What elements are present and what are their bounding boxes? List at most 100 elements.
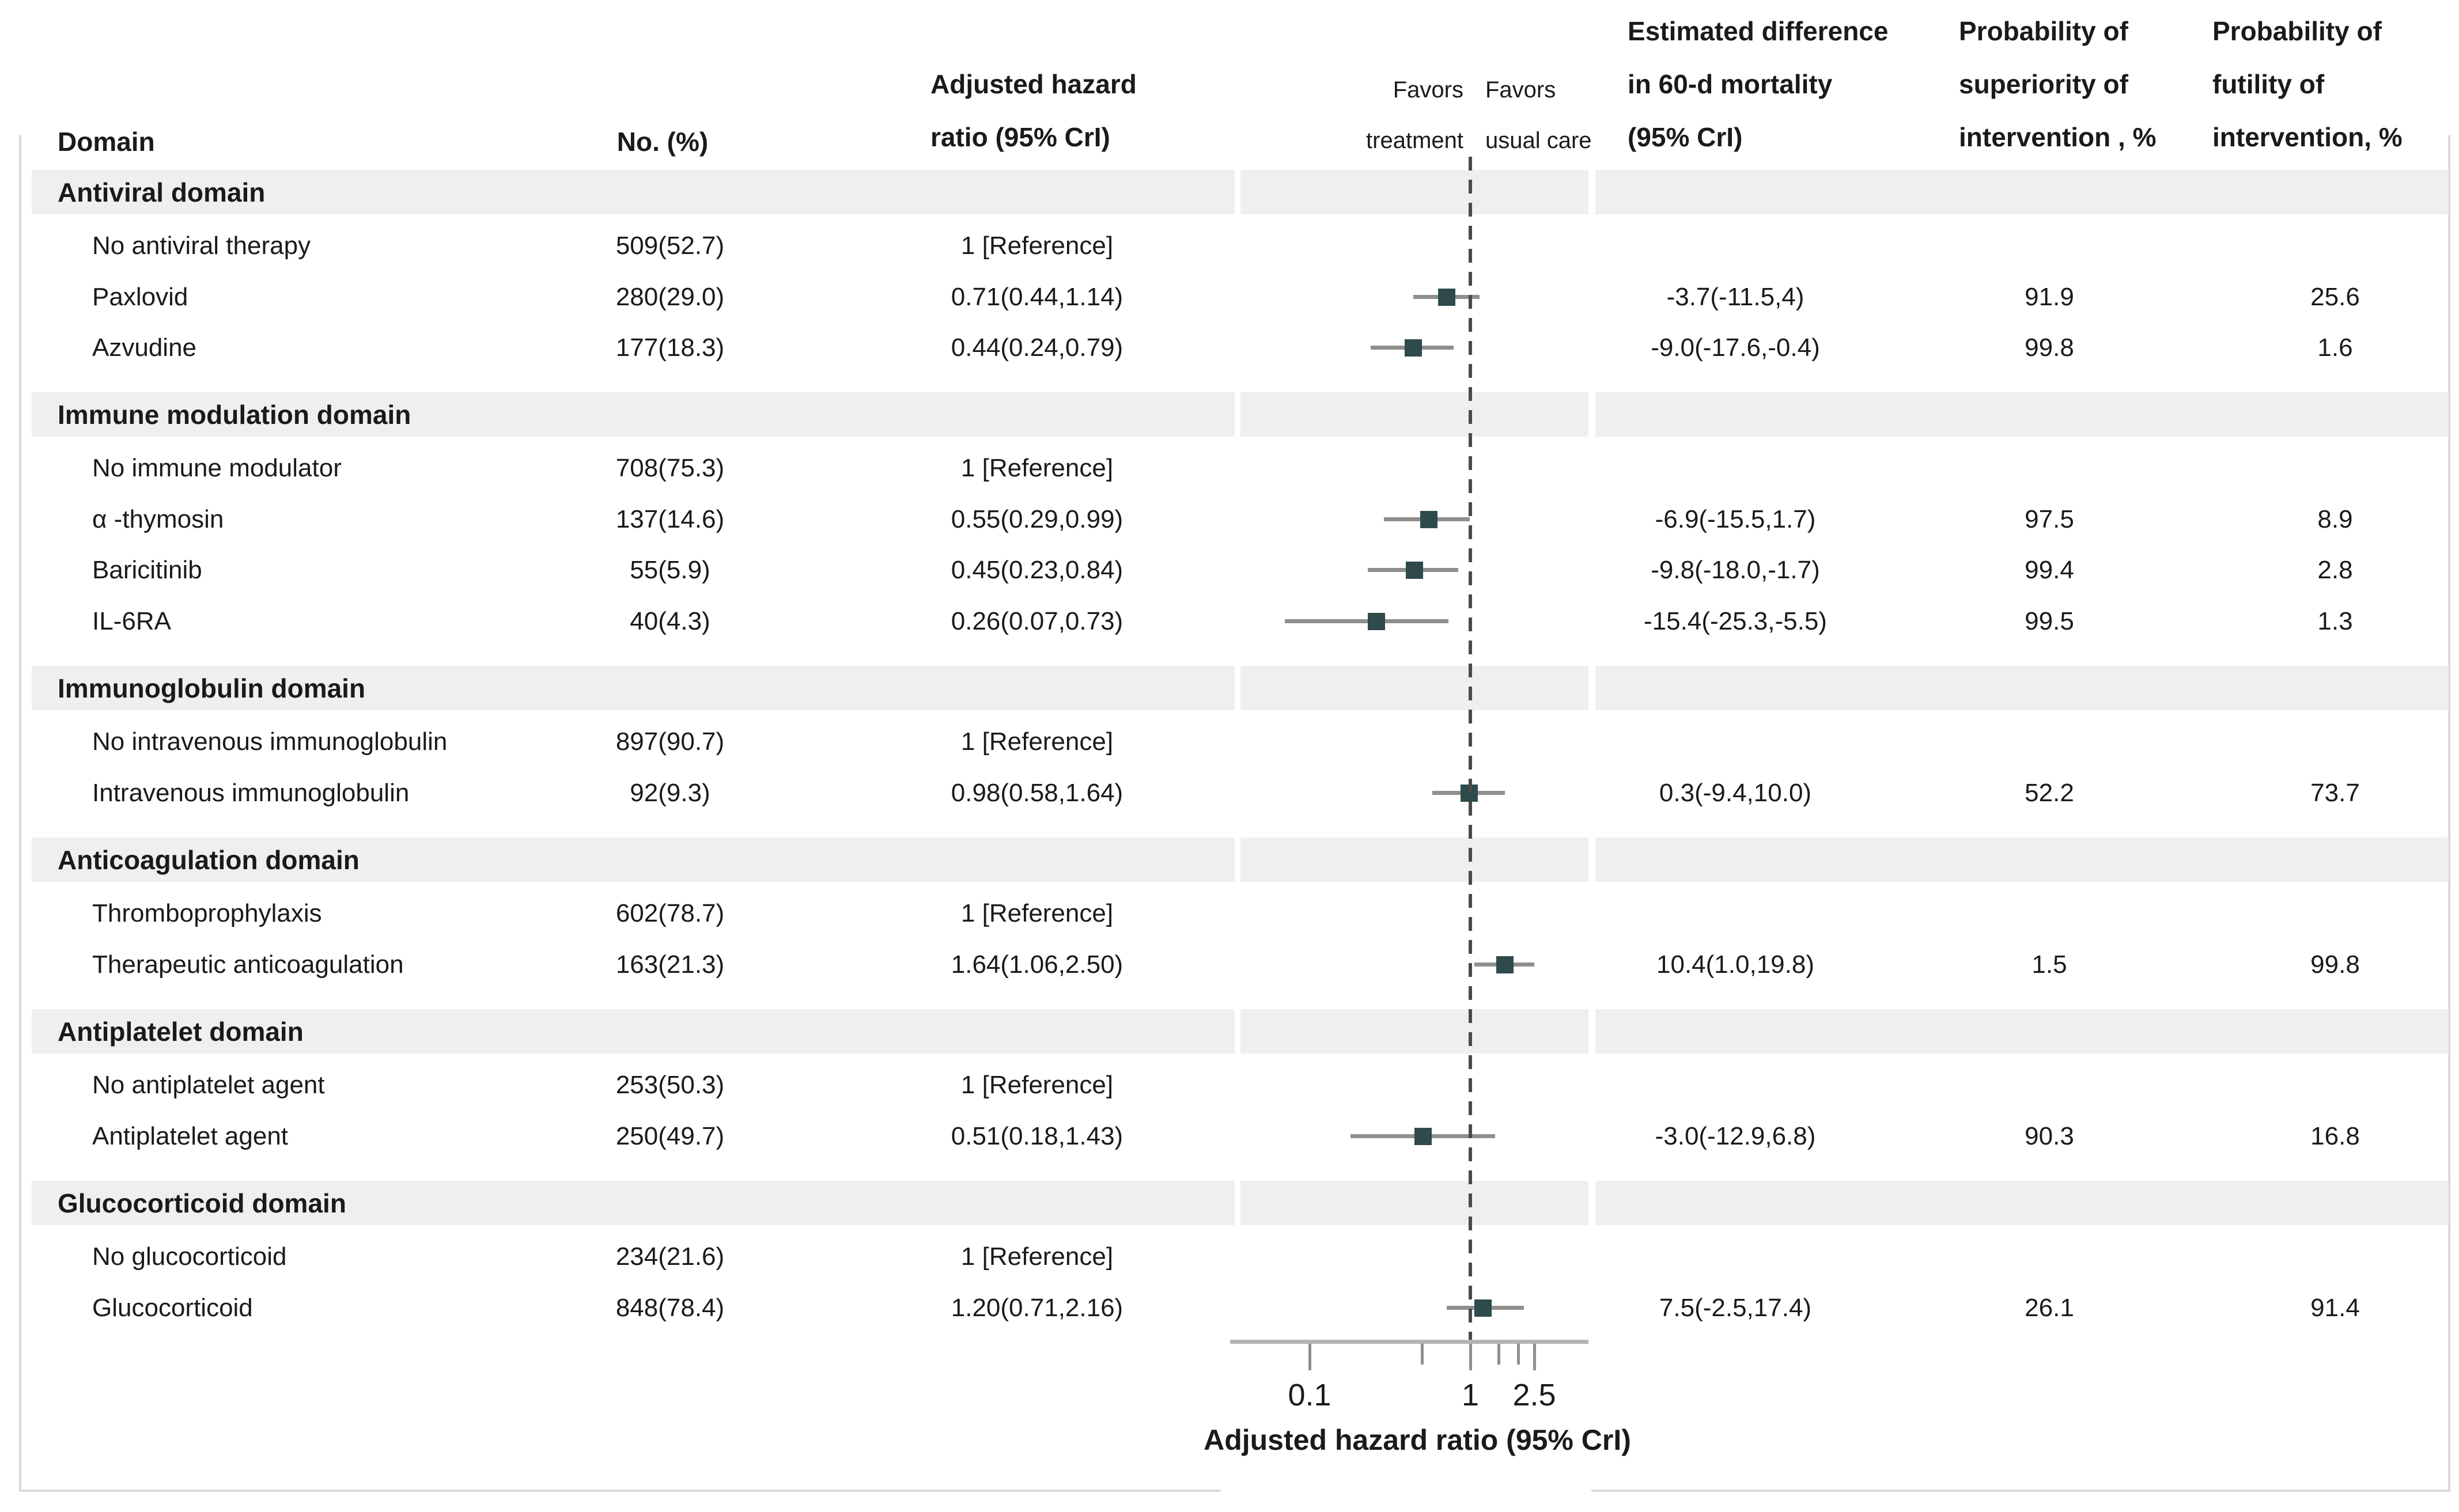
n-pct-cell: 55(5.9) [630,556,710,584]
domain-label: Immunoglobulin domain [58,673,366,703]
est-diff-cell: 0.3(-9.4,10.0) [1659,779,1812,807]
domain-band [1240,838,1588,882]
x-axis-tick [1497,1344,1500,1365]
row-label: No immune modulator [92,454,342,482]
domain-band [32,1009,1235,1054]
row-label: Azvudine [92,334,197,362]
domain-label: Immune modulation domain [58,399,411,430]
row-label: Therapeutic anticoagulation [92,950,404,979]
domain-band [1240,170,1588,214]
est-diff-cell: 7.5(-2.5,17.4) [1659,1294,1812,1322]
domain-label: Glucocorticoid domain [58,1188,346,1218]
hr-marker [1406,562,1424,579]
domain-band [32,170,1235,214]
x-axis-tick-label: 2.5 [1512,1378,1556,1412]
prob-superiority-cell: 99.4 [2025,556,2074,584]
row-label: No antiviral therapy [92,232,311,260]
x-axis-tick [1308,1344,1311,1370]
right-frame-line [2448,135,2450,1492]
ahr-cell: 1 [Reference] [960,1242,1114,1271]
ahr-cell: 1 [Reference] [960,454,1114,482]
left-frame-line [19,135,21,1492]
domain-band [32,838,1235,882]
prob-futility-cell: 1.6 [2317,334,2353,362]
x-axis-tick [1533,1344,1536,1370]
prob-superiority-cell: 90.3 [2025,1122,2074,1150]
ahr-cell: 1 [Reference] [960,232,1114,260]
row-label: Antiplatelet agent [92,1122,289,1150]
n-pct-cell: 602(78.7) [615,899,725,927]
prob-futility-cell: 2.8 [2317,556,2353,584]
ahr-cell: 1.64(1.06,2.50) [951,950,1123,979]
n-pct-cell: 177(18.3) [615,334,725,362]
est-diff-cell: -3.7(-11.5,4) [1666,283,1804,311]
domain-band [1595,392,2449,437]
x-axis-tick-label: 0.1 [1288,1378,1331,1412]
n-pct-cell: 253(50.3) [615,1071,725,1099]
est-diff-cell: -6.9(-15.5,1.7) [1655,505,1816,533]
ahr-cell: 0.45(0.23,0.84) [951,556,1123,584]
hr-marker [1414,1127,1432,1145]
x-axis-tick [1469,1344,1472,1370]
n-pct-cell: 509(52.7) [615,232,725,260]
column-header-prob-futility: Probability of futility of intervention,… [2212,16,2403,152]
column-header-estimated-difference: Estimated difference in 60-d mortality (… [1628,16,1889,152]
domain-band [1595,666,2449,710]
domain-band [1595,170,2449,214]
prob-superiority-cell: 26.1 [2025,1294,2074,1322]
est-diff-cell: -9.0(-17.6,-0.4) [1651,334,1820,362]
x-axis-tick [1420,1344,1424,1365]
prob-futility-cell: 25.6 [2310,283,2360,311]
prob-futility-cell: 8.9 [2317,505,2353,533]
domain-band [1240,1181,1588,1225]
domain-band [1240,392,1588,437]
prob-futility-cell: 73.7 [2310,779,2360,807]
column-header-adjusted-hazard-ratio: Adjusted hazard ratio (95% CrI) [930,69,1137,152]
domain-band [1595,838,2449,882]
ahr-cell: 1.20(0.71,2.16) [951,1294,1123,1322]
domain-band [32,392,1235,437]
x-axis-tick-label: 1 [1461,1378,1480,1412]
n-pct-cell: 848(78.4) [615,1294,725,1322]
favors-usual-care-label: Favors usual care [1485,77,1592,153]
n-pct-cell: 897(90.7) [615,727,725,756]
row-label: No antiplatelet agent [92,1071,325,1099]
favors-treatment-label: Favors treatment [1366,77,1463,153]
domain-band [1240,666,1588,710]
row-label: No intravenous immunoglobulin [92,727,448,756]
ahr-cell: 1 [Reference] [960,1071,1114,1099]
ahr-cell: 0.51(0.18,1.43) [951,1122,1123,1150]
prob-futility-cell: 1.3 [2317,607,2353,635]
row-label: No glucocorticoid [92,1242,287,1271]
ahr-cell: 0.71(0.44,1.14) [951,283,1123,311]
ahr-cell: 0.55(0.29,0.99) [951,505,1123,533]
n-pct-cell: 137(14.6) [615,505,725,533]
x-axis-tick [1517,1344,1520,1365]
hr-marker [1496,956,1514,973]
est-diff-cell: -15.4(-25.3,-5.5) [1644,607,1827,635]
prob-futility-cell: 16.8 [2310,1122,2360,1150]
prob-superiority-cell: 91.9 [2025,283,2074,311]
est-diff-cell: -3.0(-12.9,6.8) [1655,1122,1816,1150]
n-pct-cell: 708(75.3) [615,454,725,482]
domain-label: Anticoagulation domain [58,844,360,875]
domain-band [1595,1009,2449,1054]
row-label: Paxlovid [92,283,188,311]
domain-band [1595,1181,2449,1225]
n-pct-cell: 40(4.3) [630,607,710,635]
ahr-cell: 1 [Reference] [960,899,1114,927]
prob-superiority-cell: 52.2 [2025,779,2074,807]
row-label: Intravenous immunoglobulin [92,779,410,807]
est-diff-cell: 10.4(1.0,19.8) [1656,950,1814,979]
prob-superiority-cell: 97.5 [2025,505,2074,533]
column-header-prob-superiority: Probability of superiority of interventi… [1959,16,2157,152]
row-label: Baricitinib [92,556,202,584]
n-pct-cell: 163(21.3) [615,950,725,979]
domain-band [1240,1009,1588,1054]
domain-label: Antiplatelet domain [58,1016,304,1047]
row-label: Thromboprophylaxis [92,899,322,927]
x-axis-title: Adjusted hazard ratio (95% CrI) [1204,1424,1631,1456]
ahr-cell: 0.44(0.24,0.79) [951,334,1123,362]
ahr-cell: 1 [Reference] [960,727,1114,756]
